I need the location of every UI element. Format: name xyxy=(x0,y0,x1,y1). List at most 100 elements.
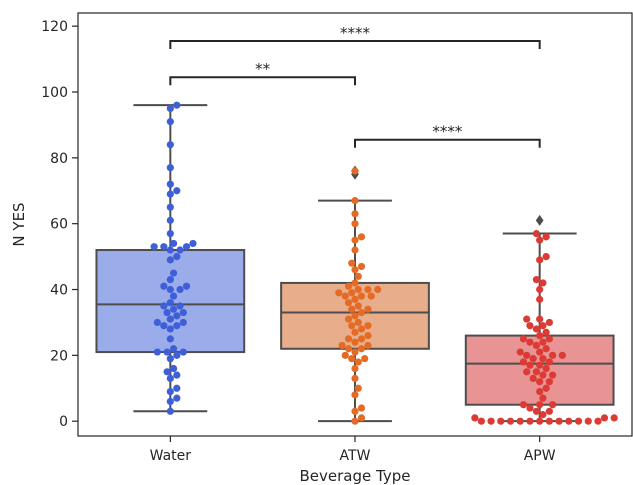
data-point xyxy=(351,374,359,382)
data-point xyxy=(173,351,181,359)
data-point xyxy=(354,358,362,366)
data-point xyxy=(477,417,485,425)
data-point xyxy=(532,407,541,415)
data-point xyxy=(526,322,534,330)
data-point xyxy=(166,180,174,188)
data-point xyxy=(545,358,553,366)
data-point xyxy=(163,368,171,376)
data-point xyxy=(523,351,531,359)
data-point xyxy=(351,246,359,254)
data-point xyxy=(519,401,528,409)
data-point xyxy=(536,331,544,340)
data-point xyxy=(549,351,557,359)
axes-layer: 0 20 40 60 80 100 120 Water ATW APW xyxy=(41,12,633,464)
data-point xyxy=(173,252,181,261)
data-point xyxy=(182,282,191,290)
data-point xyxy=(357,345,366,353)
y-tick-label: 60 xyxy=(50,217,68,233)
data-point xyxy=(166,355,174,363)
data-point xyxy=(344,299,353,307)
data-point xyxy=(536,285,544,294)
data-point xyxy=(351,266,359,274)
data-point xyxy=(169,239,178,248)
data-point xyxy=(536,256,544,264)
y-tick-label: 20 xyxy=(50,348,68,364)
data-point xyxy=(549,371,557,379)
data-point xyxy=(166,256,174,264)
data-point xyxy=(166,407,174,415)
data-point xyxy=(526,404,534,412)
data-point xyxy=(166,335,174,343)
data-point xyxy=(542,252,550,261)
data-point xyxy=(357,414,366,422)
data-point xyxy=(351,167,359,175)
significance-label: ** xyxy=(255,60,271,78)
data-point xyxy=(166,216,174,224)
data-point xyxy=(532,341,541,350)
data-point xyxy=(166,325,174,333)
data-point xyxy=(348,289,356,297)
data-point xyxy=(532,368,541,376)
x-tick-label: Water xyxy=(150,448,192,464)
x-tick-label: APW xyxy=(524,448,556,464)
data-point xyxy=(169,345,178,353)
data-point xyxy=(173,322,181,330)
data-point xyxy=(160,302,168,310)
data-point xyxy=(536,315,544,323)
data-point xyxy=(539,338,547,346)
data-point xyxy=(351,236,359,244)
data-point xyxy=(536,361,544,369)
data-point xyxy=(529,355,537,363)
data-point xyxy=(536,387,544,396)
data-point xyxy=(163,348,171,356)
data-point xyxy=(526,417,534,425)
data-point xyxy=(182,243,191,251)
data-point xyxy=(555,417,563,425)
data-point xyxy=(354,272,362,280)
data-point xyxy=(357,404,366,412)
data-point xyxy=(351,328,359,336)
data-point xyxy=(367,292,375,300)
data-point xyxy=(610,414,618,422)
data-point xyxy=(542,233,550,241)
data-point xyxy=(357,292,366,300)
data-point xyxy=(536,401,544,409)
data-point xyxy=(344,335,353,343)
data-point xyxy=(166,246,174,254)
data-point xyxy=(179,308,187,317)
y-tick-label: 120 xyxy=(41,19,68,35)
data-point xyxy=(542,384,550,392)
data-point xyxy=(351,279,359,287)
x-axis-title: Beverage Type xyxy=(300,467,411,485)
data-point xyxy=(506,417,515,425)
data-point xyxy=(176,302,184,310)
data-point xyxy=(338,341,346,350)
data-point xyxy=(179,348,187,356)
data-point xyxy=(341,351,349,359)
data-point xyxy=(523,315,531,323)
significance-bracket xyxy=(354,138,541,148)
data-point xyxy=(364,285,372,294)
data-point xyxy=(357,233,366,241)
data-point xyxy=(351,312,359,320)
data-point xyxy=(354,318,362,327)
data-point xyxy=(169,364,178,373)
data-point xyxy=(166,285,174,294)
x-tick-label: ATW xyxy=(340,448,371,464)
data-point xyxy=(487,417,495,425)
data-point xyxy=(526,361,534,369)
data-point xyxy=(539,355,547,363)
outlier-marker xyxy=(535,214,544,226)
significance-label: **** xyxy=(340,24,371,42)
points-layer xyxy=(150,101,618,425)
y-tick-label: 100 xyxy=(41,85,68,101)
significance-bracket xyxy=(169,76,356,86)
data-point xyxy=(536,236,544,244)
data-point xyxy=(574,417,583,425)
data-point xyxy=(519,335,528,343)
data-point xyxy=(153,318,161,327)
data-point xyxy=(173,187,181,195)
data-point xyxy=(364,341,372,350)
data-point xyxy=(166,229,174,238)
